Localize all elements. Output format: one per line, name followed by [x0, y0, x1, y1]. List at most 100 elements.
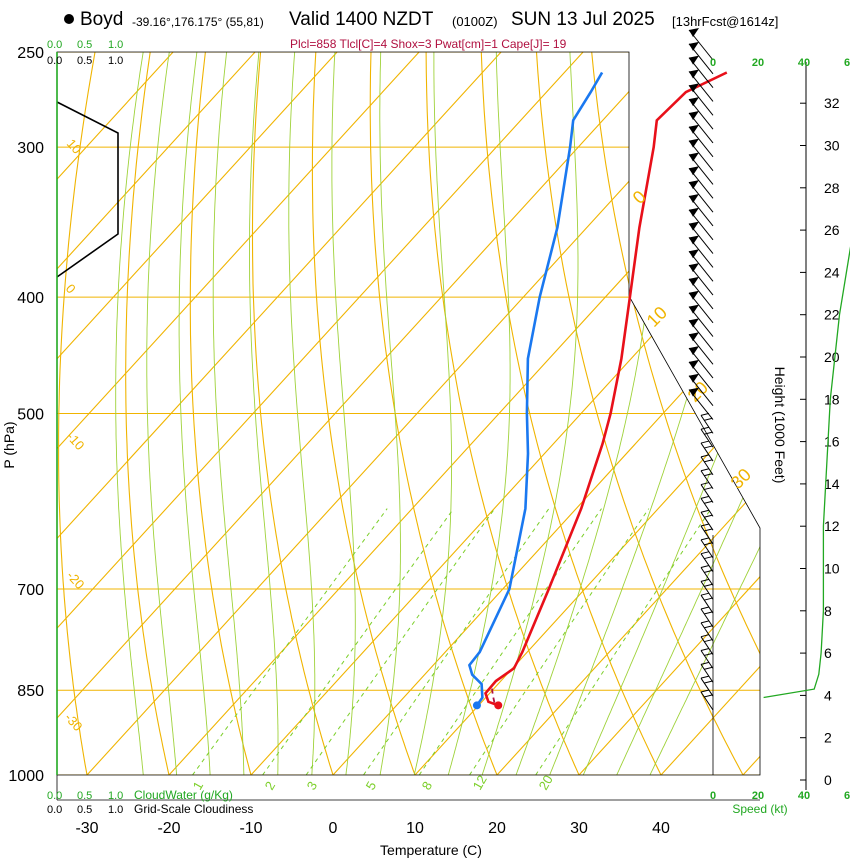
wind-speed-profile-line [763, 246, 850, 699]
speed-top-tick: 40 [798, 57, 810, 69]
pressure-tick-label: 850 [17, 683, 44, 700]
height-tick-label: 0 [824, 772, 832, 788]
wind-barb-feather [703, 487, 713, 491]
height-tick-label: 20 [824, 349, 840, 365]
height-tick-label: 30 [824, 138, 840, 154]
pressure-tick-label: 500 [17, 407, 44, 424]
pressure-tick-label: 1000 [8, 768, 44, 785]
utc-time: (0100Z) [452, 14, 498, 29]
wind-barb-feather [700, 620, 710, 624]
mixing-ratio-label: 5 [363, 779, 380, 793]
wind-barb [700, 484, 714, 503]
mixing-ratio-line [192, 508, 388, 775]
height-tick-label: 24 [824, 264, 840, 280]
wind-barb-feather [700, 440, 710, 444]
station-name: Boyd [80, 9, 124, 30]
height-tick-label: 10 [824, 561, 840, 577]
wind-barb-feather [703, 473, 713, 477]
wind-barb-feather [703, 694, 713, 698]
mixing-ratio-line [535, 508, 712, 775]
surface-dewpoint-dot [472, 701, 481, 710]
wind-barb-feather [700, 537, 710, 541]
pressure-tick-label: 300 [17, 140, 44, 157]
wind-barb-pennant [689, 346, 699, 356]
mixing-ratio-label: 2 [262, 779, 279, 793]
wind-barb-pennant [689, 180, 699, 190]
mixing-ratio-line [363, 508, 550, 775]
valid-time: Valid 1400 NZDT [289, 9, 434, 30]
wind-barb-pennant [689, 138, 699, 148]
wind-barb-pennant [689, 207, 699, 217]
isotherm-label: -20 [64, 568, 88, 592]
height-tick-label: 28 [824, 180, 840, 196]
cloud-water-bottom-tick: 1.0 [108, 790, 123, 802]
temperature-tick-label: 20 [488, 820, 506, 837]
moist-adiabat-line [506, 52, 658, 775]
wind-barb-feather [700, 578, 710, 582]
wind-barb [700, 664, 714, 683]
cloudiness-bottom-tick: 0.5 [77, 804, 92, 816]
isotherm-line [473, 52, 760, 775]
wind-barb-pennant [689, 373, 699, 383]
surface-temperature-dot [494, 701, 503, 710]
wind-barb-pennant [689, 166, 699, 176]
dewpoint-profile-line [467, 71, 604, 707]
wind-barb [700, 539, 714, 559]
moist-adiabat-line [571, 52, 760, 775]
dry-adiabat-line [251, 52, 342, 775]
temperature-tick-label: -10 [239, 820, 262, 837]
cloudiness-bottom-tick: 1.0 [108, 804, 123, 816]
wind-barb-pennant [689, 387, 699, 397]
wind-barb-pennant [689, 28, 699, 37]
wind-barb-pennant [689, 97, 699, 107]
x-axis-label: Temperature (C) [380, 842, 482, 858]
dry-adiabat-line [479, 52, 675, 775]
dry-adiabat-line [425, 52, 592, 775]
dry-adiabat-label: 10 [643, 303, 671, 331]
temperature-tick-label: -20 [157, 820, 180, 837]
y-axis-label: P (hPa) [1, 421, 17, 468]
wind-barb [700, 553, 714, 572]
wind-barb-pennant [689, 124, 699, 134]
wind-barb-pennant [689, 235, 699, 245]
mixing-ratio-line [305, 508, 496, 775]
wind-barb-pennant [689, 41, 699, 51]
station-location: -39.16°,176.175° (55,81) [132, 15, 264, 29]
cloud-water-top-tick: 0.5 [77, 39, 92, 51]
station-dot-icon [64, 14, 74, 24]
wind-barb [700, 525, 714, 545]
cloud-water-top-tick: 0.0 [47, 39, 62, 51]
height-tick-label: 8 [824, 603, 832, 619]
isotherm-line [57, 52, 362, 775]
moist-adiabat-line [604, 52, 760, 775]
dry-adiabat-line [792, 0, 850, 800]
wind-barb [700, 511, 714, 531]
wind-barb [700, 415, 714, 434]
pressure-tick-label: 700 [17, 582, 44, 599]
forecast-cycle: [13hrFcst@1614z] [672, 14, 779, 29]
wind-barb [700, 567, 714, 586]
moist-adiabat-line [407, 52, 453, 775]
wind-barb-feather [703, 528, 713, 532]
height-tick-label: 14 [824, 476, 840, 492]
wind-barb-feather [700, 551, 710, 555]
moist-adiabat-line [473, 52, 579, 775]
speed-axis-label: Speed (kt) [732, 802, 787, 816]
wind-barb-feather [703, 459, 713, 463]
dry-adiabat-line [843, 0, 850, 800]
wind-barb-feather [703, 570, 713, 574]
wind-barb-pennant [689, 193, 699, 203]
wind-barb-feather [700, 606, 710, 610]
isotherm-line [57, 52, 444, 775]
wind-barb [700, 594, 714, 614]
wind-barb-pennant [689, 290, 699, 300]
dry-adiabat-line [189, 52, 259, 775]
wind-barb-feather [703, 417, 713, 421]
cloud-water-bottom-tick: 0.0 [47, 790, 62, 802]
wind-barb [700, 691, 714, 711]
wind-barb-pennant [689, 110, 699, 120]
wind-barb-feather [703, 445, 713, 449]
cloudiness-top-tick: 0.0 [47, 55, 62, 67]
wind-barbs [688, 28, 714, 711]
